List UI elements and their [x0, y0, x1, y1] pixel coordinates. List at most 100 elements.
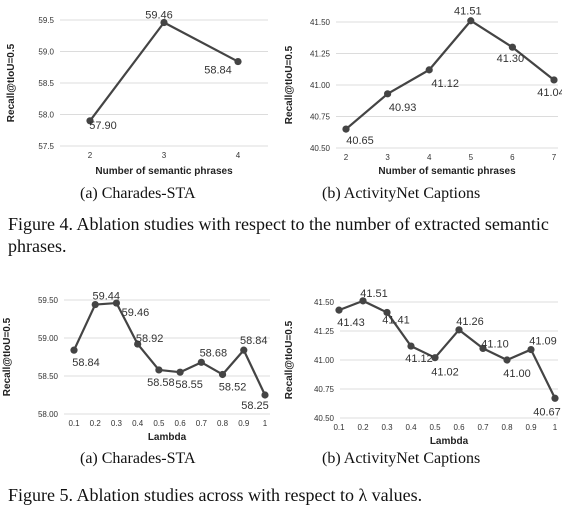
- x-tick-label: 7: [552, 153, 557, 162]
- y-tick-label: 57.5: [38, 142, 54, 151]
- y-axis-title: Recall@tIoU=0.5: [284, 45, 295, 124]
- x-tick-label: 0.7: [196, 419, 208, 428]
- data-point: [91, 300, 99, 309]
- data-point: [70, 346, 78, 354]
- data-point: [335, 306, 343, 314]
- y-tick-label: 40.75: [310, 113, 331, 122]
- data-point: [359, 297, 367, 305]
- x-axis-title: Number of semantic phrases: [95, 166, 233, 177]
- x-tick-label: 0.5: [429, 423, 441, 432]
- data-label: 41.51: [454, 6, 482, 18]
- y-tick-label: 59.00: [38, 334, 59, 343]
- data-label: 40.93: [389, 102, 417, 114]
- data-point: [508, 43, 516, 51]
- y-tick-label: 58.50: [38, 372, 59, 381]
- x-tick-label: 0.4: [405, 423, 417, 432]
- x-tick-label: 0.8: [217, 419, 229, 428]
- data-point: [455, 326, 463, 334]
- data-label: 40.65: [346, 135, 374, 147]
- data-label: 41.10: [481, 338, 509, 350]
- data-label: 41.43: [337, 317, 365, 329]
- chart-activitynet-phrases: 40.50 40.75 41.00 41.25 41.50 2 3 4 5 6 7 Number of…: [284, 6, 562, 177]
- data-label: 41.02: [431, 367, 459, 379]
- chart-charades-lambda: 58.00 58.50 59.00 59.50 0.1 0.2 0.3 0.4 0.5 0.6 0.…: [2, 291, 270, 443]
- x-tick-label: 0.3: [111, 419, 123, 428]
- chart-activitynet-lambda: 40.50 40.75 41.00 41.25 41.50 0.1 0.2 0.3 0.4 0.5…: [284, 288, 561, 447]
- data-point: [425, 66, 433, 74]
- y-axis-title: Recall@tIoU=0.5: [6, 43, 17, 122]
- data-point: [383, 308, 391, 317]
- data-label: 58.84: [72, 357, 100, 369]
- x-tick-label: 3: [162, 151, 167, 160]
- y-tick-label: 41.25: [310, 50, 331, 59]
- y-tick-label: 59.5: [38, 16, 54, 25]
- data-label: 59.44: [92, 291, 120, 303]
- x-tick-label: 0.9: [525, 423, 537, 432]
- x-tick-label: 0.3: [381, 423, 393, 432]
- data-label: 58.25: [241, 400, 269, 412]
- x-tick-label: 0.6: [453, 423, 465, 432]
- data-point: [234, 57, 242, 66]
- y-axis-title: Recall@tIoU=0.5: [2, 317, 13, 396]
- series-line: [345, 19, 555, 130]
- data-point: [342, 125, 350, 133]
- data-label: 59.46: [145, 10, 173, 22]
- data-label: 41.00: [503, 368, 531, 380]
- x-tick-label: 1: [263, 419, 268, 428]
- x-tick-label: 0.2: [357, 423, 369, 432]
- x-tick-label: 0.6: [175, 419, 187, 428]
- subcaption-activitynet-lambda: (b) ActivityNet Captions: [322, 450, 481, 467]
- data-point: [240, 346, 248, 354]
- x-tick-label: 4: [427, 153, 432, 162]
- x-tick-label: 0.7: [477, 423, 489, 432]
- data-label: 58.92: [136, 333, 164, 345]
- data-label: 41.41: [382, 314, 410, 326]
- y-tick-label: 40.50: [314, 414, 335, 423]
- x-tick-label: 0.9: [238, 419, 250, 428]
- y-tick-label: 41.50: [310, 18, 331, 27]
- data-point: [407, 342, 415, 350]
- data-label: 59.46: [122, 307, 150, 319]
- data-label: 41.12: [431, 78, 459, 90]
- y-tick-label: 41.50: [314, 298, 335, 307]
- data-label: 41.09: [529, 336, 557, 348]
- data-label: 41.12: [405, 353, 433, 365]
- x-tick-label: 0.1: [68, 419, 80, 428]
- y-tick-label: 41.00: [314, 356, 335, 365]
- y-axis-title: Recall@tIoU=0.5: [284, 320, 295, 399]
- data-label: 41.04: [537, 87, 562, 99]
- data-point: [197, 358, 205, 366]
- data-label: 41.51: [360, 288, 388, 300]
- y-tick-label: 59.0: [38, 48, 54, 57]
- x-tick-label: 0.2: [90, 419, 102, 428]
- data-point: [261, 391, 269, 399]
- data-point: [467, 17, 475, 25]
- x-tick-label: 4: [236, 151, 241, 160]
- data-point: [160, 18, 168, 27]
- x-tick-label: 0.5: [153, 419, 165, 428]
- x-tick-label: 0.4: [132, 419, 144, 428]
- data-label: 58.55: [175, 379, 203, 391]
- subcaption-activitynet-phrases: (b) ActivityNet Captions: [322, 185, 481, 202]
- data-label: 58.52: [219, 381, 247, 393]
- x-tick-label: 2: [88, 151, 93, 160]
- x-axis-title: Lambda: [148, 432, 187, 443]
- subcaption-charades-lambda: (a) Charades-STA: [80, 450, 196, 467]
- data-point: [527, 345, 535, 354]
- x-tick-label: 5: [469, 153, 474, 162]
- x-tick-label: 2: [344, 153, 349, 162]
- figure5-caption: Figure 5. Ablation studies across with r…: [8, 485, 423, 505]
- data-point: [551, 394, 559, 402]
- data-label: 58.84: [240, 335, 268, 347]
- data-point: [431, 354, 439, 362]
- y-tick-label: 40.50: [310, 144, 331, 153]
- data-point: [550, 76, 558, 84]
- x-tick-label: 6: [510, 153, 515, 162]
- x-tick-label: 0.1: [333, 423, 345, 432]
- y-tick-label: 58.00: [38, 410, 59, 419]
- data-point: [134, 340, 142, 348]
- figure4-caption: Figure 4. Ablation studies with respect …: [8, 214, 549, 256]
- y-tick-label: 41.00: [310, 81, 331, 90]
- data-point: [479, 344, 487, 352]
- y-tick-label: 58.0: [38, 111, 54, 120]
